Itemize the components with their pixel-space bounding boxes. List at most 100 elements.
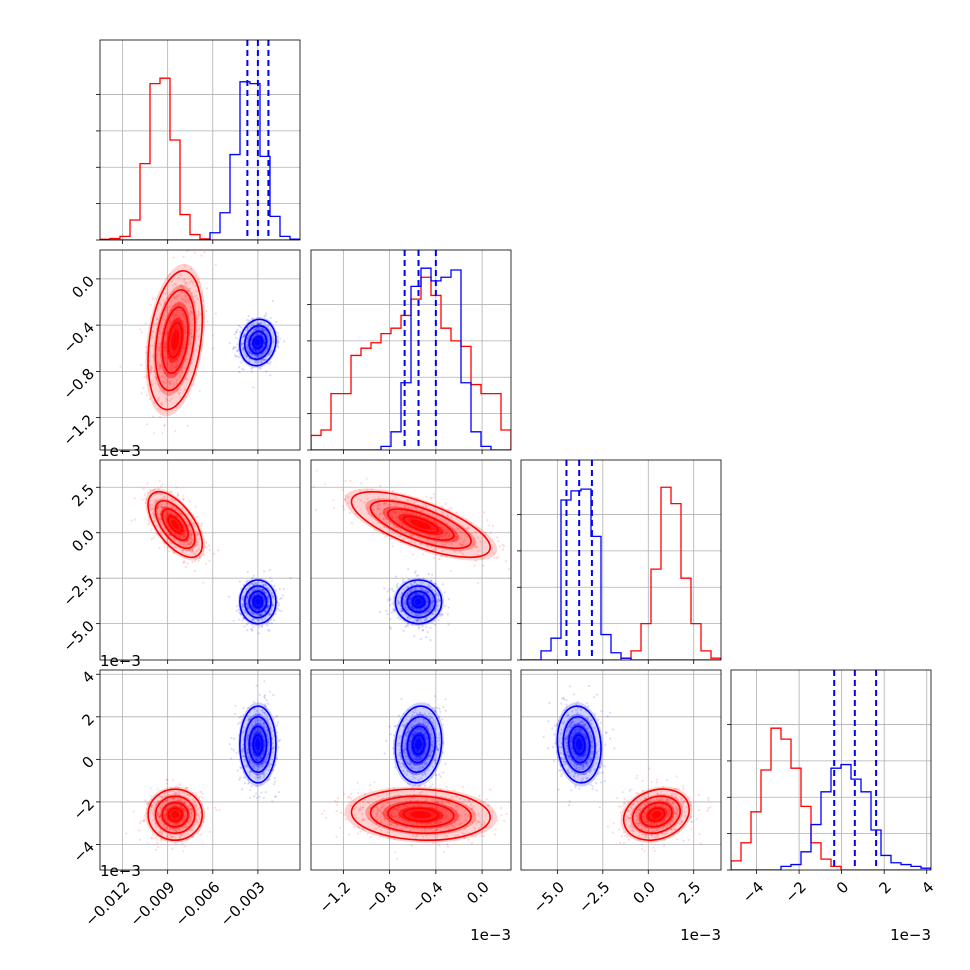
scatter-point	[246, 341, 249, 344]
scatter-point	[173, 296, 176, 300]
scatter-point	[486, 519, 489, 522]
scatter-point	[492, 552, 495, 555]
scatter-point	[184, 544, 188, 547]
scatter-point	[166, 357, 169, 361]
scatter-point	[242, 707, 245, 710]
scatter-point	[159, 532, 162, 535]
scatter-point	[164, 502, 167, 506]
scatter-point	[277, 340, 280, 343]
scatter-point	[241, 603, 244, 606]
scatter-point	[240, 361, 243, 364]
scatter-point	[335, 835, 338, 839]
scatter-point	[430, 593, 433, 596]
scatter-point	[266, 594, 269, 597]
scatter-point	[154, 492, 158, 495]
scatter-point	[253, 583, 256, 586]
scatter-point	[248, 324, 251, 327]
scatter-point	[183, 800, 186, 803]
scatter-point	[440, 613, 444, 616]
scatter-point	[237, 608, 240, 612]
scatter-point	[270, 591, 273, 595]
scatter-point	[147, 523, 150, 526]
scatter-point	[183, 526, 186, 529]
scatter-point	[258, 354, 261, 357]
scatter-point	[178, 783, 181, 786]
scatter-point	[152, 516, 155, 519]
scatter-point	[422, 509, 425, 512]
scatter-point	[261, 588, 264, 592]
scatter-point	[425, 588, 428, 592]
scatter-point	[188, 281, 191, 284]
scatter-point	[413, 635, 416, 638]
scatter-point	[429, 607, 432, 611]
scatter-point	[166, 512, 169, 515]
scatter-point	[427, 610, 430, 613]
scatter-point	[158, 546, 161, 549]
scatter-point	[191, 282, 195, 286]
scatter-point	[165, 397, 168, 400]
scatter-point	[162, 506, 165, 509]
scatter-point	[280, 609, 283, 613]
scatter-point	[171, 305, 174, 308]
scatter-point	[398, 602, 401, 605]
scatter-point	[277, 609, 280, 612]
scatter-point	[495, 556, 498, 559]
scatter-point	[332, 506, 336, 510]
scatter-point	[441, 535, 444, 538]
scatter-point	[184, 295, 187, 298]
scatter-point	[386, 517, 389, 520]
scatter-point	[428, 541, 431, 544]
scatter-point	[163, 357, 166, 360]
scatter-point	[419, 514, 422, 518]
scatter-point	[149, 368, 152, 371]
scatter-point	[145, 346, 148, 349]
scatter-point	[427, 609, 430, 612]
scatter-point	[251, 612, 254, 616]
scatter-point	[424, 617, 428, 620]
scatter-point	[409, 597, 412, 600]
scatter-point	[363, 501, 366, 504]
scatter-point	[155, 318, 158, 321]
scatter-point	[388, 596, 391, 599]
scatter-point	[238, 611, 241, 615]
scatter-point	[159, 363, 162, 367]
scatter-point	[119, 365, 122, 368]
scatter-point	[146, 394, 149, 397]
scatter-point	[148, 359, 151, 362]
scatter-point	[157, 383, 160, 386]
scatter-point	[193, 524, 196, 527]
scatter-point	[438, 536, 441, 539]
scatter-point	[256, 322, 260, 326]
scatter-point	[427, 610, 430, 614]
scatter-point	[498, 545, 501, 548]
scatter-point	[184, 845, 187, 848]
scatter-point	[197, 335, 200, 338]
scatter-point	[159, 363, 162, 366]
scatter-point	[174, 843, 177, 846]
scatter-point	[422, 593, 425, 596]
scatter-point	[446, 845, 450, 848]
scatter-point	[263, 342, 266, 345]
scatter-point	[230, 747, 233, 750]
scatter-point	[482, 564, 485, 567]
scatter-point	[139, 328, 142, 331]
scatter-point	[234, 346, 237, 349]
scatter-point	[256, 322, 259, 325]
scatter-point	[254, 608, 257, 611]
scatter-point	[377, 522, 380, 525]
scatter-point	[181, 520, 184, 523]
scatter-point	[159, 513, 162, 516]
scatter-point	[238, 580, 241, 583]
scatter-point	[168, 527, 171, 530]
scatter-point	[245, 602, 248, 605]
scatter-point	[332, 499, 335, 502]
scatter-point	[182, 498, 185, 501]
scatter-point	[251, 347, 254, 350]
scatter-point	[251, 628, 254, 631]
scatter-point	[411, 533, 414, 537]
scatter-point	[255, 328, 258, 331]
scatter-point	[391, 602, 394, 605]
scatter-point	[437, 558, 441, 561]
scatter-point	[173, 295, 176, 298]
scatter-point	[253, 353, 256, 356]
